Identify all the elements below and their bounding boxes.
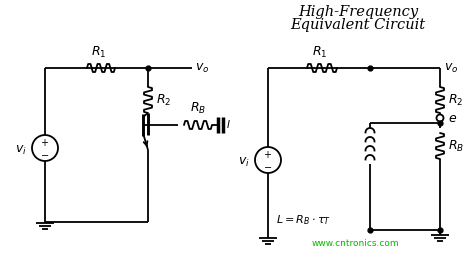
- Text: Equivalent Circuit: Equivalent Circuit: [290, 18, 425, 32]
- Text: $R_B$: $R_B$: [448, 138, 464, 154]
- Text: $+$: $+$: [264, 150, 272, 161]
- Text: $-$: $-$: [264, 161, 272, 171]
- Text: www.cntronics.com: www.cntronics.com: [311, 239, 399, 248]
- Text: $R_2$: $R_2$: [156, 92, 171, 107]
- Text: $L = R_B \cdot \tau_T$: $L = R_B \cdot \tau_T$: [276, 213, 331, 227]
- Text: $v_o$: $v_o$: [444, 61, 458, 75]
- Text: $+$: $+$: [40, 137, 50, 149]
- Text: $R_2$: $R_2$: [448, 92, 463, 107]
- Text: $R_B$: $R_B$: [190, 101, 206, 116]
- Circle shape: [437, 115, 444, 121]
- Text: $v_i$: $v_i$: [15, 144, 27, 156]
- Text: $R_1$: $R_1$: [91, 45, 107, 60]
- Text: $I$: $I$: [226, 118, 231, 130]
- Text: $v_i$: $v_i$: [238, 155, 250, 169]
- Text: $e$: $e$: [448, 112, 457, 124]
- Text: High-Frequency: High-Frequency: [298, 5, 418, 19]
- Text: $v_o$: $v_o$: [195, 61, 209, 75]
- Text: $R_1$: $R_1$: [312, 45, 328, 60]
- Text: $-$: $-$: [40, 149, 50, 159]
